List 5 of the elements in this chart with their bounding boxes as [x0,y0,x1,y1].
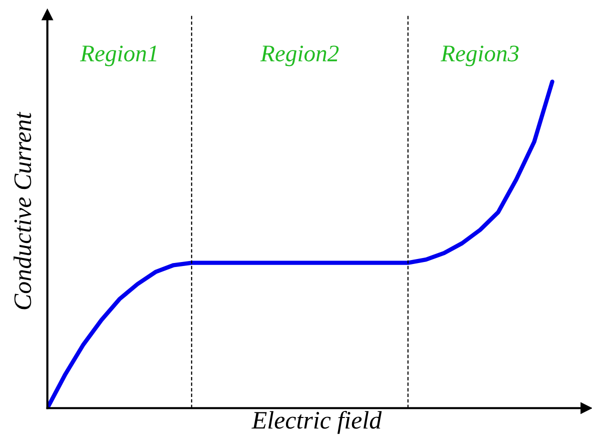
text: Region3 [440,46,519,66]
y-axis-title: Conductive Current [14,112,32,310]
text: Region1 [80,46,156,66]
x-axis-title: Electric field [252,410,382,434]
text: Region2 [260,46,339,66]
